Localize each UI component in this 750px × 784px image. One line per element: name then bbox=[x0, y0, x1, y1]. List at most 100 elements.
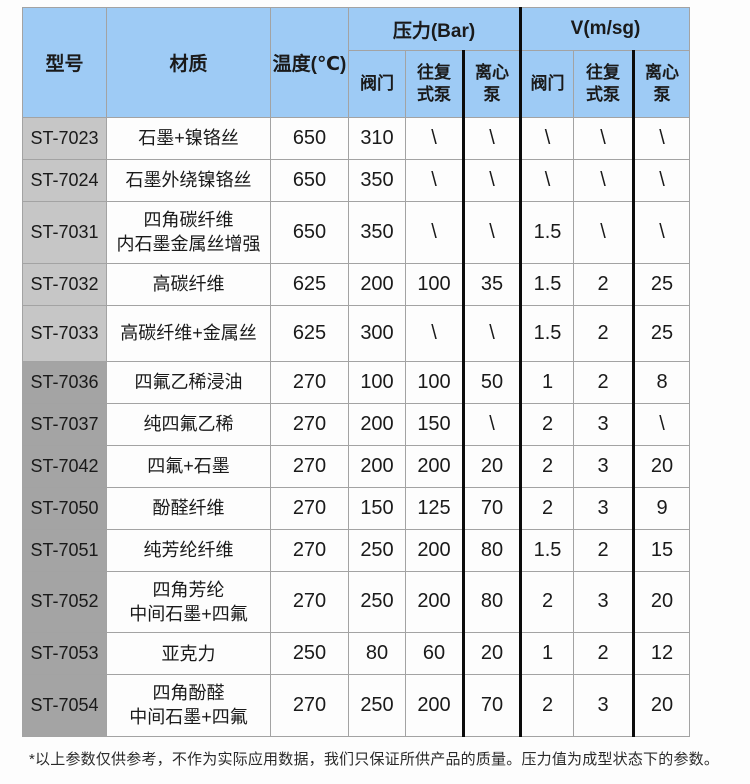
table-row: ST-7050 酚醛纤维 270 150 125 70 2 3 9 bbox=[22, 486, 691, 530]
velocity-centrifugal-pump-cell: \ bbox=[632, 159, 691, 202]
pressure-valve-cell: 80 bbox=[348, 632, 406, 676]
velocity-valve-cell: 1.5 bbox=[519, 304, 575, 362]
pressure-valve-cell: 100 bbox=[348, 360, 406, 404]
pressure-valve-cell: 350 bbox=[348, 159, 406, 202]
model-cell: ST-7042 bbox=[22, 444, 107, 488]
pressure-valve-cell: 200 bbox=[348, 262, 406, 306]
material-cell: 亚克力 bbox=[106, 632, 271, 676]
pressure-recip-pump-cell: 60 bbox=[405, 632, 464, 676]
pressure-valve-cell: 250 bbox=[348, 674, 406, 737]
velocity-valve-cell: 1 bbox=[519, 632, 575, 676]
material-line: 四角酚醛 bbox=[152, 683, 225, 704]
material-line: 高碳纤维 bbox=[152, 273, 225, 294]
temperature-cell: 270 bbox=[270, 360, 349, 404]
header-pressure-recip-pump: 往复 式泵 bbox=[405, 50, 464, 118]
velocity-recip-pump-cell: \ bbox=[573, 117, 635, 160]
velocity-valve-cell: 1.5 bbox=[519, 201, 575, 264]
velocity-recip-pump-cell: 3 bbox=[573, 402, 635, 446]
material-line: 四氟+石墨 bbox=[147, 455, 230, 476]
temperature-cell: 270 bbox=[270, 402, 349, 446]
pressure-recip-pump-cell: 100 bbox=[405, 262, 464, 306]
header-velocity-valve: 阀门 bbox=[519, 50, 575, 118]
model-cell: ST-7050 bbox=[22, 486, 107, 530]
velocity-centrifugal-pump-cell: \ bbox=[632, 402, 691, 446]
material-line: 四角芳纶 bbox=[152, 579, 225, 600]
material-cell: 石墨+镍铬丝 bbox=[106, 117, 271, 160]
velocity-valve-cell: 1.5 bbox=[519, 528, 575, 572]
material-line: 石墨外绕镍铬丝 bbox=[125, 170, 252, 191]
velocity-recip-pump-cell: 2 bbox=[573, 262, 635, 306]
pressure-centrifugal-pump-cell: 70 bbox=[461, 486, 522, 530]
pressure-recip-pump-cell: 100 bbox=[405, 360, 464, 404]
model-cell: ST-7024 bbox=[22, 159, 107, 202]
material-line: 内石墨金属丝增强 bbox=[116, 234, 261, 255]
temperature-cell: 270 bbox=[270, 570, 349, 634]
material-cell: 四氟+石墨 bbox=[106, 444, 271, 488]
pressure-recip-pump-cell: 200 bbox=[405, 674, 464, 737]
velocity-recip-pump-cell: \ bbox=[573, 159, 635, 202]
pressure-valve-cell: 150 bbox=[348, 486, 406, 530]
model-cell: ST-7036 bbox=[22, 360, 107, 404]
pressure-centrifugal-pump-cell: \ bbox=[461, 159, 522, 202]
velocity-recip-pump-cell: 2 bbox=[573, 528, 635, 572]
material-cell: 石墨外绕镍铬丝 bbox=[106, 159, 271, 202]
material-cell: 四角碳纤维内石墨金属丝增强 bbox=[106, 201, 271, 264]
model-cell: ST-7031 bbox=[22, 201, 107, 264]
temperature-cell: 250 bbox=[270, 632, 349, 676]
pressure-valve-cell: 350 bbox=[348, 201, 406, 264]
header-material: 材质 bbox=[106, 7, 271, 118]
model-cell: ST-7052 bbox=[22, 570, 107, 634]
header-velocity-centrifugal-pump: 离心 泵 bbox=[632, 50, 691, 118]
material-cell: 纯芳纶纤维 bbox=[106, 528, 271, 572]
temperature-cell: 625 bbox=[270, 304, 349, 362]
footnote: *以上参数仅供参考，不作为实际应用数据，我们只保证所供产品的质量。压力值为成型状… bbox=[29, 751, 720, 768]
header-temperature: 温度(℃) bbox=[270, 7, 349, 118]
velocity-recip-pump-cell: 2 bbox=[573, 632, 635, 676]
velocity-valve-cell: 1.5 bbox=[519, 262, 575, 306]
material-line: 四角碳纤维 bbox=[143, 210, 234, 230]
material-cell: 高碳纤维 bbox=[106, 262, 271, 306]
material-cell: 四角芳纶 中间石墨+四氟 bbox=[106, 570, 271, 634]
velocity-recip-pump-cell: 2 bbox=[573, 360, 635, 404]
header-model: 型号 bbox=[22, 7, 107, 118]
table-row: ST-7023 石墨+镍铬丝 650 310 \ \ \ \ \ bbox=[22, 117, 691, 160]
temperature-cell: 650 bbox=[270, 159, 349, 202]
table-row: ST-7053 亚克力 250 80 60 20 1 2 12 bbox=[22, 632, 691, 676]
velocity-centrifugal-pump-cell: 20 bbox=[632, 674, 691, 737]
velocity-centrifugal-pump-cell: 9 bbox=[632, 486, 691, 530]
spec-table: 型号 材质 温度(℃) 压力(Bar) V(m/sg) 阀门 往复 式泵 离心 … bbox=[22, 7, 691, 737]
pressure-centrifugal-pump-cell: 20 bbox=[461, 444, 522, 488]
pressure-recip-pump-cell: \ bbox=[405, 304, 464, 362]
material-cell: 纯四氟乙稀 bbox=[106, 402, 271, 446]
pressure-centrifugal-pump-cell: 80 bbox=[461, 570, 522, 634]
pressure-recip-pump-cell: 200 bbox=[405, 528, 464, 572]
material-line: 石墨+镍铬丝 bbox=[138, 128, 239, 149]
table-row: ST-7033 高碳纤维+金属丝 625 300 \ \ 1.5 2 25 bbox=[22, 304, 691, 362]
table-row: ST-7052 四角芳纶 中间石墨+四氟 270 250 200 80 2 3 20 bbox=[22, 570, 691, 634]
header-pressure-group: 压力(Bar) bbox=[347, 7, 522, 51]
velocity-centrifugal-pump-cell: 15 bbox=[632, 528, 691, 572]
pressure-centrifugal-pump-cell: \ bbox=[461, 201, 522, 264]
model-cell: ST-7051 bbox=[22, 528, 107, 572]
header-velocity-group: V(m/sg) bbox=[519, 7, 691, 51]
material-cell: 四氟乙稀浸油 bbox=[106, 360, 271, 404]
header-pressure-centrifugal-pump: 离心 泵 bbox=[461, 50, 522, 118]
material-line: 中间石墨+四氟 bbox=[129, 707, 248, 728]
velocity-centrifugal-pump-cell: \ bbox=[632, 201, 691, 264]
velocity-recip-pump-cell: \ bbox=[573, 201, 635, 264]
model-cell: ST-7032 bbox=[22, 262, 107, 306]
pressure-recip-pump-cell: 200 bbox=[405, 444, 464, 488]
table-row: ST-7051 纯芳纶纤维 270 250 200 80 1.5 2 15 bbox=[22, 528, 691, 572]
velocity-valve-cell: 2 bbox=[519, 674, 575, 737]
model-cell: ST-7033 bbox=[22, 304, 107, 362]
velocity-valve-cell: 2 bbox=[519, 444, 575, 488]
model-cell: ST-7037 bbox=[22, 402, 107, 446]
velocity-centrifugal-pump-cell: 12 bbox=[632, 632, 691, 676]
model-cell: ST-7054 bbox=[22, 674, 107, 737]
velocity-centrifugal-pump-cell: 20 bbox=[632, 570, 691, 634]
header-pressure-valve: 阀门 bbox=[348, 50, 406, 118]
pressure-centrifugal-pump-cell: 50 bbox=[461, 360, 522, 404]
pressure-valve-cell: 200 bbox=[348, 444, 406, 488]
pressure-recip-pump-cell: \ bbox=[405, 159, 464, 202]
